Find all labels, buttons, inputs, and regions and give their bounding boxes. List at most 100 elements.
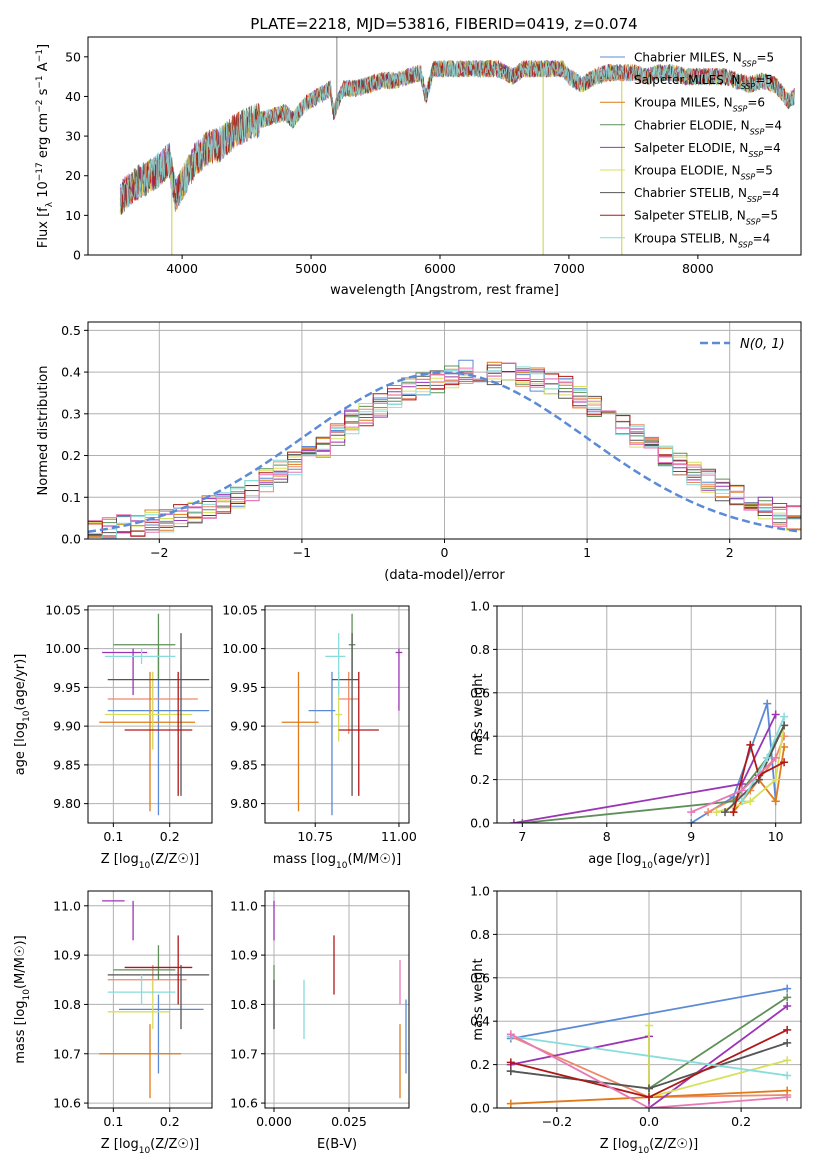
x-tick-label: 7000 bbox=[553, 261, 585, 276]
y-tick-label: 10.05 bbox=[45, 602, 81, 617]
y-tick-label: 9.95 bbox=[53, 680, 81, 695]
y-tick-label: 10.8 bbox=[53, 997, 81, 1012]
weight-marker bbox=[783, 1025, 792, 1034]
age-vs-mass-panel: 10.75 11.00 9.80 9.85 9.90 9.95 10.00 10.05 mass… bbox=[222, 602, 417, 871]
weight-marker bbox=[783, 1038, 792, 1047]
weight-marker bbox=[645, 1093, 653, 1102]
axes-frame bbox=[264, 890, 410, 1109]
weight-marker bbox=[704, 808, 713, 817]
legend-label: Chabrier STELIB, NSSP=4 bbox=[634, 186, 779, 204]
weight-marker bbox=[729, 808, 738, 817]
weight-line bbox=[510, 1035, 788, 1077]
x-tick-label: 0.000 bbox=[256, 1114, 292, 1129]
y-tick-label: 9.95 bbox=[230, 680, 258, 695]
x-tick-label: 7 bbox=[518, 829, 526, 844]
weight-marker bbox=[771, 753, 780, 762]
y-tick-label: 40 bbox=[65, 89, 81, 104]
y-axis-label: age [log10(age/yr)] bbox=[13, 654, 32, 776]
weight-marker bbox=[509, 819, 518, 823]
y-tick-label: 0.2 bbox=[470, 1057, 490, 1072]
mass-weight-vs-metallicity-panel: −0.2 0.0 0.2 0.0 0.2 0.4 0.6 0.8 1.0 Z [log10(Z/Z… bbox=[470, 884, 802, 1156]
plot-area bbox=[509, 699, 789, 823]
weight-marker bbox=[763, 753, 772, 762]
weight-marker bbox=[746, 797, 755, 806]
weight-marker bbox=[712, 808, 721, 817]
legend-label: Salpeter ELODIE, NSSP=4 bbox=[634, 141, 781, 159]
age-vs-metallicity-panel: 0.1 0.2 9.80 9.85 9.90 9.95 10.00 10.05 Z [log10… bbox=[13, 602, 213, 871]
y-axis-label: Flux [fλ 10−17 erg cm−2 s−1 A−1] bbox=[35, 44, 55, 248]
y-tick-label: 0.5 bbox=[61, 323, 81, 338]
weight-line bbox=[732, 741, 785, 813]
y-axis-label: Normed distribution bbox=[36, 366, 51, 496]
y-tick-label: 0.4 bbox=[61, 365, 81, 380]
x-tick-label: −2 bbox=[150, 545, 168, 560]
residuals-panel: −2 −1 0 1 2 0.0 0.1 0.2 0.3 0.4 0.5 (data-model)/er… bbox=[36, 321, 802, 583]
y-tick-label: 1.0 bbox=[470, 599, 490, 614]
histogram-series bbox=[88, 364, 801, 537]
y-tick-label: 9.90 bbox=[53, 719, 81, 734]
weight-marker bbox=[645, 1084, 653, 1093]
y-tick-label: 0.4 bbox=[470, 729, 490, 744]
x-axis-label: age [log10(age/yr)] bbox=[588, 852, 710, 871]
y-axis-label: mass weight bbox=[471, 958, 486, 1040]
axes-frame bbox=[87, 36, 802, 256]
x-tick-label: 0.1 bbox=[103, 829, 123, 844]
weight-marker bbox=[721, 808, 729, 817]
weight-marker bbox=[783, 993, 792, 1002]
weight-marker bbox=[771, 797, 780, 806]
x-tick-label: 9 bbox=[687, 829, 695, 844]
x-tick-label: 10 bbox=[768, 829, 784, 844]
plot-area bbox=[273, 900, 407, 1099]
y-tick-label: 11.0 bbox=[53, 898, 81, 913]
weight-marker bbox=[506, 1067, 515, 1076]
legend-label: Chabrier ELODIE, NSSP=4 bbox=[634, 118, 782, 136]
x-tick-label: 1 bbox=[583, 545, 591, 560]
x-tick-label: 8000 bbox=[682, 261, 714, 276]
y-tick-label: 20 bbox=[65, 168, 81, 183]
x-axis-label: (data-model)/error bbox=[384, 568, 505, 583]
weight-marker bbox=[687, 819, 696, 823]
weight-marker bbox=[506, 1030, 515, 1039]
histogram-series bbox=[88, 375, 801, 531]
x-axis-label: mass [log10(M/M☉)] bbox=[273, 852, 401, 871]
x-tick-label: 6000 bbox=[424, 261, 456, 276]
y-tick-label: 10 bbox=[65, 208, 81, 223]
y-tick-label: 0.0 bbox=[470, 816, 490, 831]
spectrum-line bbox=[119, 59, 795, 209]
y-tick-label: 10.8 bbox=[230, 997, 258, 1012]
weight-marker bbox=[506, 1099, 515, 1108]
weight-line bbox=[510, 1033, 788, 1108]
axes-frame bbox=[496, 890, 802, 1109]
y-tick-label: 30 bbox=[65, 129, 81, 144]
x-tick-label: 11.00 bbox=[381, 829, 417, 844]
weight-line bbox=[716, 725, 785, 813]
mass-weight-vs-age-panel: 7 8 9 10 0.0 0.2 0.4 0.6 0.8 1.0 age [log10(age/yr… bbox=[470, 599, 802, 871]
weight-line bbox=[522, 724, 785, 823]
axes-frame bbox=[87, 321, 802, 540]
x-tick-label: −0.2 bbox=[542, 1114, 572, 1129]
histogram-series bbox=[88, 362, 801, 533]
weight-marker bbox=[783, 984, 792, 993]
y-tick-label: 9.80 bbox=[53, 796, 81, 811]
weight-marker bbox=[780, 732, 789, 741]
y-tick-label: 0.2 bbox=[61, 448, 81, 463]
weight-marker bbox=[780, 712, 789, 721]
weight-marker bbox=[780, 758, 789, 767]
y-tick-label: 0.6 bbox=[470, 970, 490, 985]
weight-marker bbox=[687, 808, 696, 817]
x-axis-label: Z [log10(Z/Z☉)] bbox=[600, 1137, 698, 1156]
normal-curve bbox=[88, 371, 801, 533]
plot-area bbox=[99, 900, 210, 1099]
y-tick-label: 11.0 bbox=[230, 898, 258, 913]
weight-marker bbox=[506, 1058, 515, 1067]
x-axis-label: E(B-V) bbox=[317, 1137, 357, 1152]
y-tick-label: 1.0 bbox=[470, 884, 490, 899]
y-tick-label: 0.0 bbox=[470, 1101, 490, 1116]
y-tick-label: 10.9 bbox=[53, 948, 81, 963]
x-tick-label: 2 bbox=[726, 545, 734, 560]
plot-area bbox=[506, 984, 792, 1108]
y-tick-label: 9.80 bbox=[230, 796, 258, 811]
legend-label: Chabrier MILES, NSSP=5 bbox=[634, 51, 774, 69]
y-tick-label: 10.00 bbox=[45, 641, 81, 656]
y-tick-label: 10.00 bbox=[222, 641, 258, 656]
